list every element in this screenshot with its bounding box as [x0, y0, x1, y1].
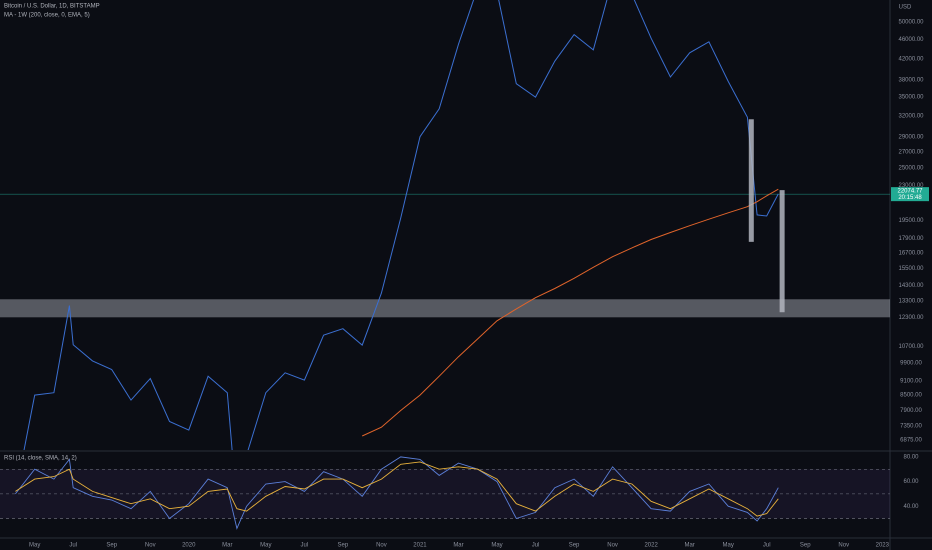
y-tick-label: 42000.00 — [898, 56, 924, 62]
rsi-title: RSI (14, close, SMA, 14, 2) — [4, 456, 77, 462]
y-tick-label: 23000.00 — [898, 183, 924, 189]
y-tick-label: 14300.00 — [898, 283, 924, 289]
y-tick-label: 13300.00 — [898, 298, 924, 304]
y-tick-label: 12300.00 — [898, 315, 924, 321]
range-bar — [748, 119, 754, 242]
rsi-tick-label: 40.00 — [903, 504, 919, 510]
x-tick-label: Jul — [763, 543, 771, 549]
x-tick-label: 2023 — [876, 543, 890, 549]
x-tick-label: Jul — [301, 543, 309, 549]
x-tick-label: 2022 — [644, 543, 658, 549]
rsi-pane — [0, 456, 890, 530]
series-line — [23, 0, 779, 450]
price-pane — [0, 0, 890, 450]
y-tick-label: 10700.00 — [898, 344, 924, 350]
x-tick-label: Jul — [532, 543, 540, 549]
y-tick-label: 15500.00 — [898, 266, 924, 272]
y-tick-label: 17900.00 — [898, 236, 924, 242]
y-tick-label: 8500.00 — [900, 393, 922, 399]
x-tick-label: 2021 — [413, 543, 427, 549]
y-tick-label: 9900.00 — [900, 361, 922, 367]
y-tick-label: 16700.00 — [898, 250, 924, 256]
y-tick-label: 27000.00 — [898, 149, 924, 155]
x-tick-label: Mar — [222, 543, 232, 549]
x-tick-label: May — [260, 543, 271, 549]
countdown-label: 20:15:48 — [898, 195, 922, 201]
y-tick-label: 46000.00 — [898, 37, 924, 43]
y-tick-label: 19500.00 — [898, 218, 924, 224]
x-tick-label: May — [491, 543, 502, 549]
support-zone — [0, 299, 890, 318]
x-tick-label: Sep — [338, 543, 349, 549]
y-tick-label: 6875.00 — [900, 437, 922, 443]
y-tick-label: 29000.00 — [898, 134, 924, 140]
x-tick-label: May — [29, 543, 40, 549]
y-tick-label: 7900.00 — [900, 408, 922, 414]
y-tick-label: 50000.00 — [898, 20, 924, 26]
x-tick-label: Nov — [145, 543, 156, 549]
y-tick-label: 35000.00 — [898, 95, 924, 101]
x-tick-label: Mar — [684, 543, 694, 549]
y-tick-label: 32000.00 — [898, 114, 924, 120]
series-line — [15, 456, 779, 530]
last-price-tag — [891, 187, 929, 202]
x-tick-label: Nov — [607, 543, 618, 549]
y-tick-label: 7350.00 — [900, 423, 922, 429]
chart-title: Bitcoin / U.S. Dollar, 1D, BITSTAMP — [4, 4, 100, 10]
x-tick-label: Sep — [800, 543, 811, 549]
x-tick-label: Sep — [569, 543, 580, 549]
series-line — [361, 188, 779, 437]
series-line — [15, 461, 779, 517]
x-tick-label: Nov — [376, 543, 387, 549]
currency-label: USD — [899, 5, 912, 11]
x-tick-label: May — [723, 543, 734, 549]
x-tick-label: Sep — [106, 543, 117, 549]
legend-entry: MA - 1W (200, close, 0, EMA, 5) — [4, 13, 90, 19]
y-tick-label: 9100.00 — [900, 378, 922, 384]
y-tick-label: 38000.00 — [898, 77, 924, 83]
x-tick-label: Jul — [69, 543, 77, 549]
rsi-tick-label: 80.00 — [903, 455, 919, 461]
x-tick-label: Mar — [453, 543, 463, 549]
x-tick-label: 2020 — [182, 543, 196, 549]
last-price-label: 22074.77 — [897, 189, 923, 195]
x-tick-label: Nov — [838, 543, 849, 549]
range-bar — [779, 190, 785, 313]
rsi-tick-label: 60.00 — [903, 479, 919, 485]
y-tick-label: 25000.00 — [898, 166, 924, 172]
